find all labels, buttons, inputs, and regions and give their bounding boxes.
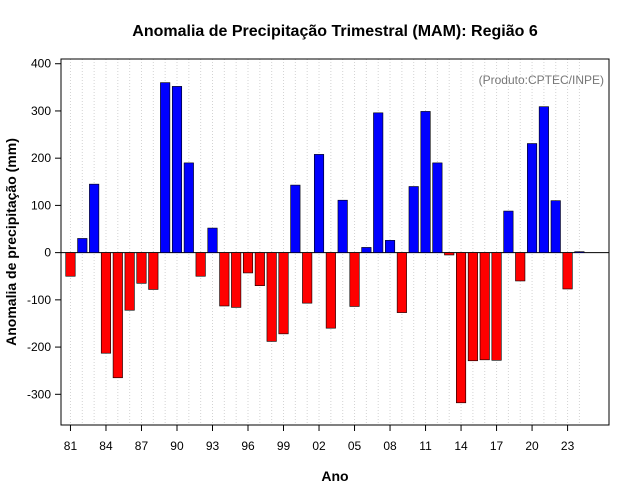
bar-1995: [231, 252, 242, 308]
x-tick-label-11: 11: [419, 439, 432, 453]
bar-2024: [574, 251, 585, 253]
bar-1984: [100, 252, 112, 354]
bar-2004: [337, 199, 348, 253]
x-tick-label-08: 08: [383, 439, 397, 453]
x-tick-label-99: 99: [277, 439, 291, 453]
x-tick-label-20: 20: [525, 439, 539, 453]
bar-2011: [420, 111, 431, 253]
bar-2005: [349, 252, 360, 307]
bar-2015: [467, 252, 478, 362]
bar-2010: [408, 186, 419, 253]
y-tick-label--300: -300: [27, 387, 51, 401]
bar-1990: [171, 86, 183, 253]
bar-2009: [396, 252, 407, 313]
bar-2022: [550, 200, 561, 253]
bar-2018: [503, 210, 514, 253]
bar-1987: [136, 252, 147, 284]
y-tick-label-400: 400: [31, 57, 51, 71]
bar-1983: [89, 183, 100, 253]
bar-1985: [112, 252, 123, 379]
y-tick-label--200: -200: [27, 340, 51, 354]
bar-2002: [313, 154, 325, 253]
bar-2012: [432, 162, 443, 253]
bar-2003: [325, 252, 336, 329]
x-tick-label-14: 14: [454, 439, 468, 453]
x-tick-label-81: 81: [64, 439, 78, 453]
bar-1993: [207, 227, 218, 253]
bar-1996: [242, 252, 254, 274]
x-tick-label-05: 05: [348, 439, 362, 453]
bar-1988: [148, 252, 159, 290]
x-tick-label-02: 02: [312, 439, 326, 453]
x-tick-label-93: 93: [206, 439, 220, 453]
y-tick-label-300: 300: [31, 104, 51, 118]
bar-2006: [361, 247, 372, 253]
bar-1989: [160, 82, 171, 253]
y-tick-label--100: -100: [27, 293, 51, 307]
bar-2021: [538, 106, 549, 253]
y-axis: -300 -200 -100 0 100 200 300 400: [27, 57, 61, 401]
y-tick-label-200: 200: [31, 151, 51, 165]
y-axis-title: Anomalia de precipitação (mm): [3, 138, 19, 346]
chart-title: Anomalia de Precipitação Trimestral (MAM…: [132, 23, 538, 40]
bar-2001: [302, 252, 313, 304]
grid-lines: [69, 59, 580, 425]
bar-1981: [65, 252, 76, 277]
bar-2023: [562, 252, 573, 290]
x-tick-label-84: 84: [99, 439, 113, 453]
bar-1986: [124, 252, 135, 311]
bar-1991: [183, 162, 194, 253]
x-tick-label-23: 23: [561, 439, 575, 453]
x-tick-label-17: 17: [490, 439, 504, 453]
x-tick-label-87: 87: [135, 439, 149, 453]
bar-2000: [290, 184, 301, 253]
bar-2016: [479, 252, 490, 361]
y-tick-label-100: 100: [31, 198, 51, 212]
bar-2019: [515, 252, 526, 282]
bars-group: [65, 82, 585, 404]
bar-1997: [254, 252, 265, 286]
x-axis: 81 84 87 90 93 96 99 02 05 08 11 14 17 20 23: [64, 425, 575, 453]
bar-2008: [385, 240, 396, 253]
x-tick-label-90: 90: [170, 439, 184, 453]
bar-1999: [278, 252, 289, 335]
bar-2007: [373, 112, 384, 253]
x-tick-label-96: 96: [241, 439, 255, 453]
bar-2020: [527, 143, 538, 253]
plot-frame: [60, 58, 610, 426]
bar-1994: [219, 252, 230, 307]
bar-2013: [444, 252, 455, 256]
x-axis-title: Ano: [321, 468, 348, 484]
y-tick-label-0: 0: [44, 246, 51, 260]
bar-1998: [266, 252, 277, 342]
bar-1992: [195, 252, 206, 277]
bar-2014: [456, 252, 467, 404]
product-credit: (Produto:CPTEC/INPE): [479, 73, 604, 87]
bar-1982: [77, 238, 88, 253]
bar-2017: [491, 252, 502, 361]
